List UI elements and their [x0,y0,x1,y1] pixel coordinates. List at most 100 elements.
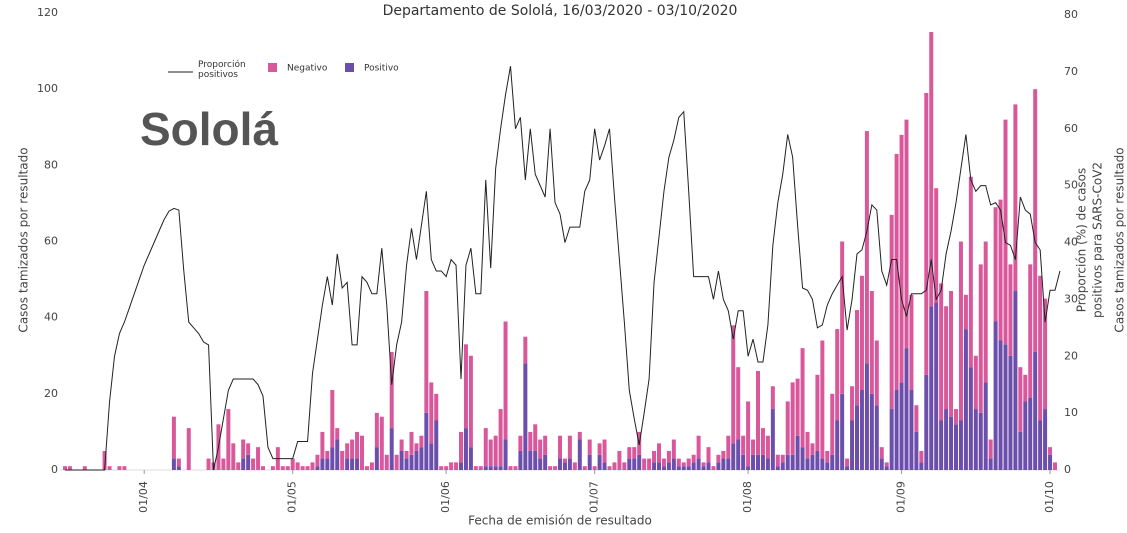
bar [914,405,919,432]
bar [394,454,399,470]
bar [270,466,275,470]
bar [538,458,543,470]
bar [528,450,533,470]
bar [815,450,820,470]
bar [384,454,389,470]
bar [582,466,587,470]
bar [869,393,874,470]
bar [335,428,340,440]
bar [869,291,874,394]
bar [176,458,181,467]
bar [439,466,444,470]
bar [538,439,543,459]
bar [845,458,850,467]
bar [726,435,731,459]
bar [360,435,364,470]
bar [1023,401,1028,470]
y-tick-label: 120 [37,6,58,19]
bar [973,409,978,470]
bar [409,431,414,455]
bar [899,134,904,383]
bar [716,454,721,463]
bar [419,447,424,470]
bar [954,409,958,425]
bar [790,382,795,455]
bar [850,420,855,470]
bar [468,447,473,470]
bar [592,466,597,470]
bar [884,466,889,470]
bar [760,454,765,470]
bar [350,439,355,459]
bar [845,466,850,470]
bar [681,462,686,467]
bar [765,458,770,470]
bar [949,291,954,417]
bar [483,466,488,470]
chart-title: Departamento de Sololá, 16/03/2020 - 03/… [383,3,738,19]
legend-label: Proporción positivos [198,59,246,80]
bar [429,443,434,470]
bar [355,458,360,470]
bar [795,378,800,436]
bar [805,458,810,470]
bar [622,462,627,470]
bar [587,454,592,470]
bar [939,283,944,421]
bar [602,439,607,463]
bar [320,431,325,459]
bar [493,435,498,467]
bar [498,466,503,470]
bar [929,32,934,307]
bar [874,340,879,406]
bar [706,462,711,470]
bar [374,412,379,448]
bar [840,393,845,470]
bar [780,454,785,463]
bar [666,462,671,470]
y2-tick-label: 50 [1064,179,1078,192]
bar [335,439,340,470]
bar [751,439,756,455]
bar [1003,344,1008,470]
bar [315,466,320,470]
bar [716,462,721,470]
bar [835,329,840,421]
bar [558,458,562,470]
bar [503,439,508,470]
bar [315,454,320,467]
bar [889,409,894,470]
bar [840,241,845,394]
bar [671,439,676,459]
bar [934,188,939,303]
bar [379,416,384,470]
bar [978,264,983,413]
bar [711,466,716,470]
bar [736,367,741,440]
bar [478,466,483,470]
bar [597,454,602,470]
bar [973,355,978,410]
bar [661,458,666,467]
bar [785,401,790,455]
bar [449,462,454,470]
y-axis-title: Casos tamizados por resultado [17,147,31,332]
bar [696,458,701,470]
bar [830,393,835,455]
x-tick-label: 01/10 [1043,481,1056,513]
bar [364,466,369,470]
bar [770,386,775,410]
bar [741,454,746,470]
bar [825,450,830,463]
bar [632,458,637,470]
bar [874,405,879,470]
bar [1033,89,1038,352]
bar [463,428,468,470]
bar [171,458,176,470]
bar [765,435,770,459]
bar [206,458,211,470]
bar [246,443,251,455]
bar [954,424,958,470]
bar [374,447,379,470]
bar [657,462,661,470]
